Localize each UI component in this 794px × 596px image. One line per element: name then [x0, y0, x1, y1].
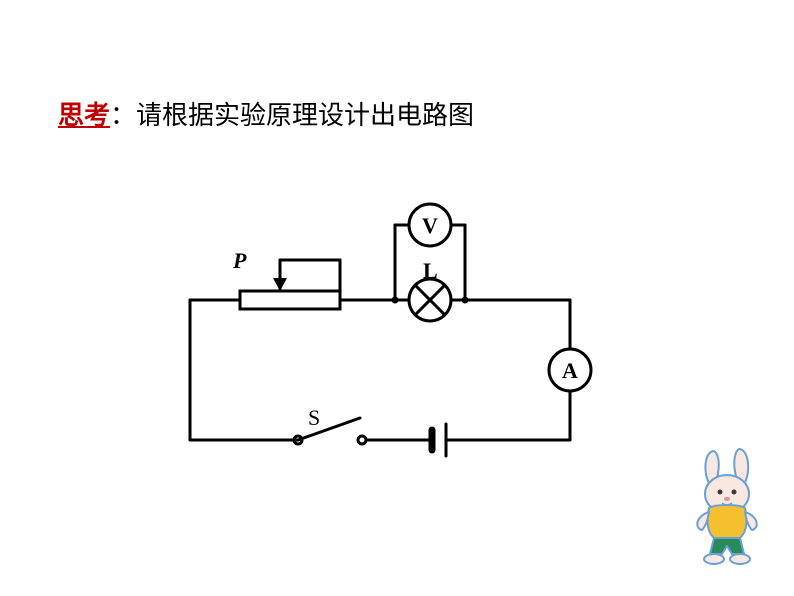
- rabbit-eye-left: [718, 490, 723, 495]
- switch-node-right: [358, 436, 366, 444]
- rabbit-nose: [724, 497, 730, 501]
- ammeter-label: A: [562, 358, 578, 383]
- circuit-diagram: V A L P S: [0, 0, 794, 596]
- lamp-label: L: [423, 258, 438, 283]
- rheostat-label: P: [232, 248, 247, 273]
- rabbit-eye-right: [732, 490, 737, 495]
- voltmeter-label: V: [422, 213, 438, 238]
- rheostat-wiper-arrow: [273, 278, 287, 291]
- switch-label: S: [308, 405, 320, 430]
- rabbit-mascot: [684, 446, 774, 566]
- rheostat-body: [240, 291, 340, 309]
